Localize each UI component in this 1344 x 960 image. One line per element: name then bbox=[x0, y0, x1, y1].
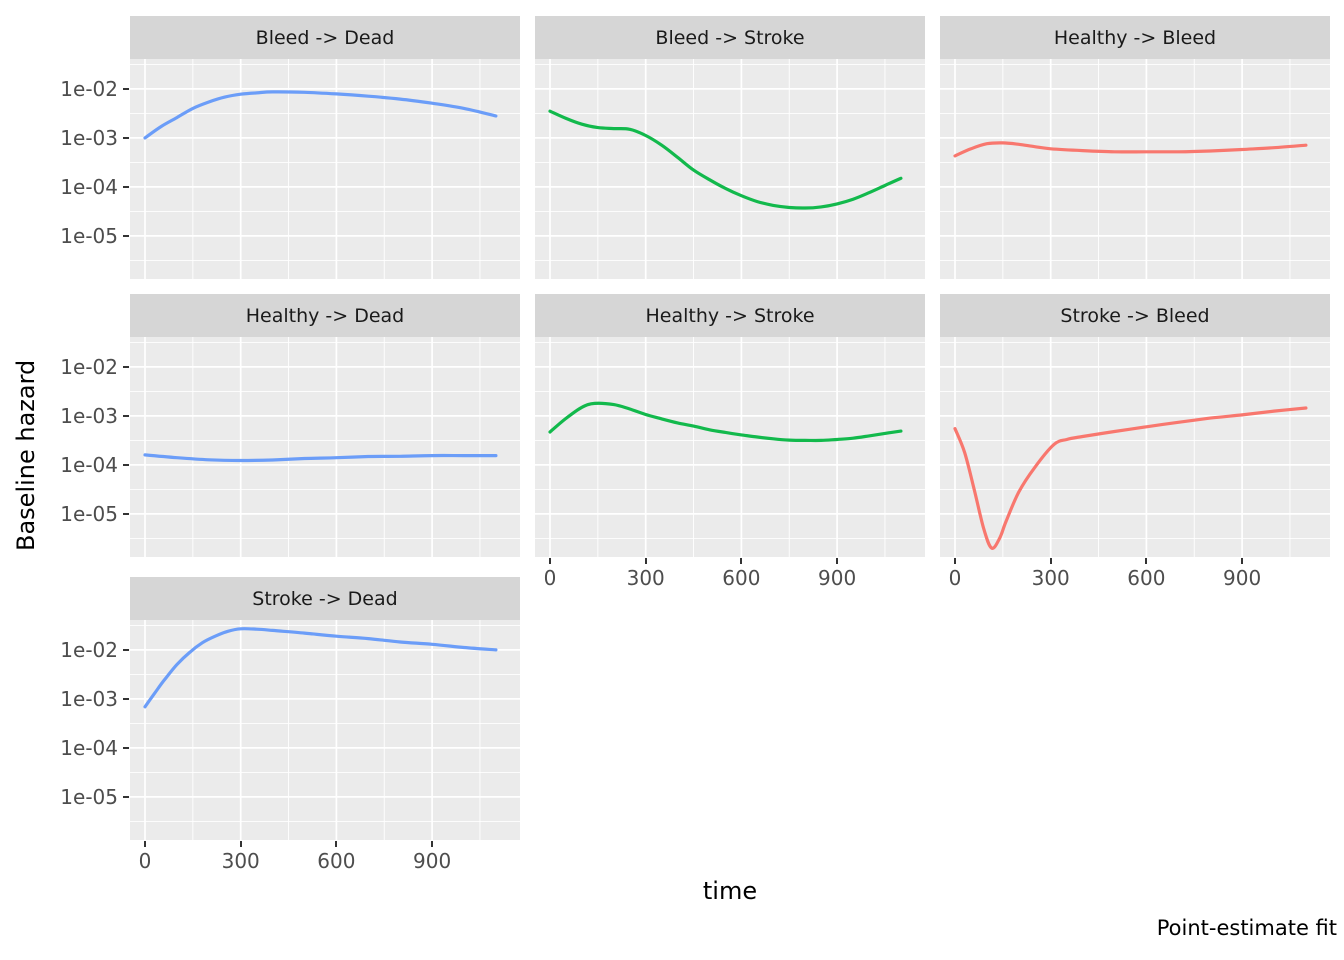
facet-strip-label: Bleed -> Stroke bbox=[655, 26, 805, 49]
facet-panel bbox=[940, 337, 1330, 557]
y-tick-mark bbox=[123, 795, 129, 798]
x-tick-label: 600 bbox=[722, 566, 761, 590]
x-tick-label: 300 bbox=[221, 849, 260, 873]
y-tick-label: 1e-02 bbox=[60, 76, 118, 101]
hazard-curve bbox=[548, 109, 903, 210]
y-tick-mark bbox=[123, 185, 129, 188]
y-tick-mark bbox=[123, 697, 129, 700]
x-tick-mark bbox=[644, 558, 647, 564]
x-tick-label: 600 bbox=[1127, 566, 1166, 590]
x-axis-title: time bbox=[702, 877, 758, 905]
x-tick-label: 300 bbox=[1031, 566, 1070, 590]
x-tick-mark bbox=[431, 841, 434, 847]
hazard-curve bbox=[143, 90, 498, 140]
facet-panel bbox=[130, 59, 520, 279]
x-tick-label: 600 bbox=[317, 849, 356, 873]
hazard-curve bbox=[953, 141, 1308, 158]
hazard-curve bbox=[953, 406, 1308, 550]
y-tick-label: 1e-05 bbox=[60, 784, 118, 809]
facet-strip: Healthy -> Dead bbox=[130, 294, 520, 337]
facet-strip: Bleed -> Stroke bbox=[535, 16, 925, 59]
x-tick-label: 0 bbox=[543, 566, 557, 590]
facet-panel bbox=[535, 59, 925, 279]
y-tick-label: 1e-05 bbox=[60, 223, 118, 248]
caption-point-estimate-fit: Point-estimate fit bbox=[1156, 916, 1337, 940]
panel-background bbox=[535, 59, 925, 279]
y-tick-mark bbox=[123, 648, 129, 651]
x-tick-mark bbox=[836, 558, 839, 564]
y-tick-label: 1e-04 bbox=[60, 735, 118, 760]
y-tick-mark bbox=[123, 365, 129, 368]
y-tick-mark bbox=[123, 746, 129, 749]
y-tick-label: 1e-02 bbox=[60, 354, 118, 379]
facet-strip-label: Healthy -> Stroke bbox=[645, 304, 815, 327]
facet-panel bbox=[130, 620, 520, 840]
x-tick-label: 900 bbox=[1223, 566, 1262, 590]
panel-background bbox=[940, 337, 1330, 557]
facet-strip-label: Healthy -> Bleed bbox=[1053, 26, 1217, 49]
x-tick-label: 900 bbox=[413, 849, 452, 873]
y-tick-mark bbox=[123, 87, 129, 90]
facet-strip: Bleed -> Dead bbox=[130, 16, 520, 59]
panel-background bbox=[130, 337, 520, 557]
facet-strip: Healthy -> Stroke bbox=[535, 294, 925, 337]
facet-strip: Stroke -> Bleed bbox=[940, 294, 1330, 337]
y-tick-label: 1e-03 bbox=[60, 125, 118, 150]
x-tick-label: 0 bbox=[138, 849, 152, 873]
facet-strip-label: Bleed -> Dead bbox=[255, 26, 395, 49]
y-tick-mark bbox=[123, 463, 129, 466]
x-tick-mark bbox=[239, 841, 242, 847]
x-tick-label: 900 bbox=[818, 566, 857, 590]
y-tick-mark bbox=[123, 414, 129, 417]
x-tick-label: 300 bbox=[626, 566, 665, 590]
x-tick-mark bbox=[1049, 558, 1052, 564]
x-tick-label: 0 bbox=[948, 566, 962, 590]
x-tick-mark bbox=[954, 558, 956, 564]
facet-strip-label: Healthy -> Dead bbox=[245, 304, 405, 327]
panel-background bbox=[130, 620, 520, 840]
facet-strip-label: Stroke -> Dead bbox=[252, 587, 398, 610]
y-tick-label: 1e-04 bbox=[60, 174, 118, 199]
y-tick-mark bbox=[123, 512, 129, 515]
hazard-curve bbox=[143, 453, 498, 463]
facet-panel bbox=[940, 59, 1330, 279]
x-tick-mark bbox=[1145, 558, 1148, 564]
y-tick-label: 1e-02 bbox=[60, 637, 118, 662]
facet-strip: Healthy -> Bleed bbox=[940, 16, 1330, 59]
x-tick-mark bbox=[549, 558, 551, 564]
x-tick-mark bbox=[144, 841, 146, 847]
hazard-curve bbox=[143, 627, 498, 709]
y-tick-mark bbox=[123, 234, 129, 237]
x-tick-mark bbox=[740, 558, 743, 564]
y-tick-label: 1e-03 bbox=[60, 686, 118, 711]
x-tick-mark bbox=[1241, 558, 1244, 564]
hazard-curve bbox=[548, 401, 903, 443]
facet-panel bbox=[130, 337, 520, 557]
panel-background bbox=[535, 337, 925, 557]
x-tick-mark bbox=[335, 841, 338, 847]
facet-panel bbox=[535, 337, 925, 557]
y-tick-label: 1e-05 bbox=[60, 501, 118, 526]
y-tick-label: 1e-04 bbox=[60, 452, 118, 477]
facet-strip-label: Stroke -> Bleed bbox=[1060, 304, 1210, 327]
y-tick-label: 1e-03 bbox=[60, 403, 118, 428]
panel-background bbox=[940, 59, 1330, 279]
y-tick-mark bbox=[123, 136, 129, 139]
facet-strip: Stroke -> Dead bbox=[130, 577, 520, 620]
panel-background bbox=[130, 59, 520, 279]
